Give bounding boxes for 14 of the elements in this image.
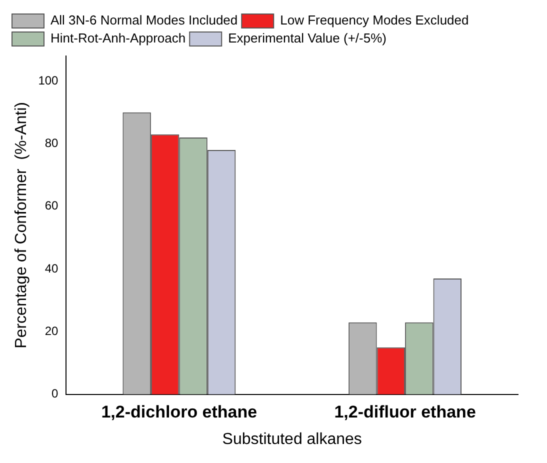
legend-label: Low Frequency Modes Excluded [280,12,469,28]
y-tick-label: 0 [52,386,59,401]
y-tick-label: 20 [44,324,59,338]
legend-label: Experimental Value (+/-5%) [228,30,386,46]
legend-label: Hint-Rot-Anh-Approach [50,30,186,46]
legend-label: All 3N-6 Normal Modes Included [50,12,238,28]
y-tick-label: 80 [44,136,59,150]
x-axis-title: Substituted alkanes [222,430,362,448]
x-tick-label: 1,2-dichloro ethane [101,402,258,422]
y-tick-label: 60 [44,198,59,213]
x-tick-label: 1,2-difluor ethane [334,402,476,422]
y-tick-label: 100 [38,73,59,88]
y-tick-label: 40 [44,261,59,276]
y-axis-title: Percentage of Conformer (%-Anti) [13,102,30,348]
